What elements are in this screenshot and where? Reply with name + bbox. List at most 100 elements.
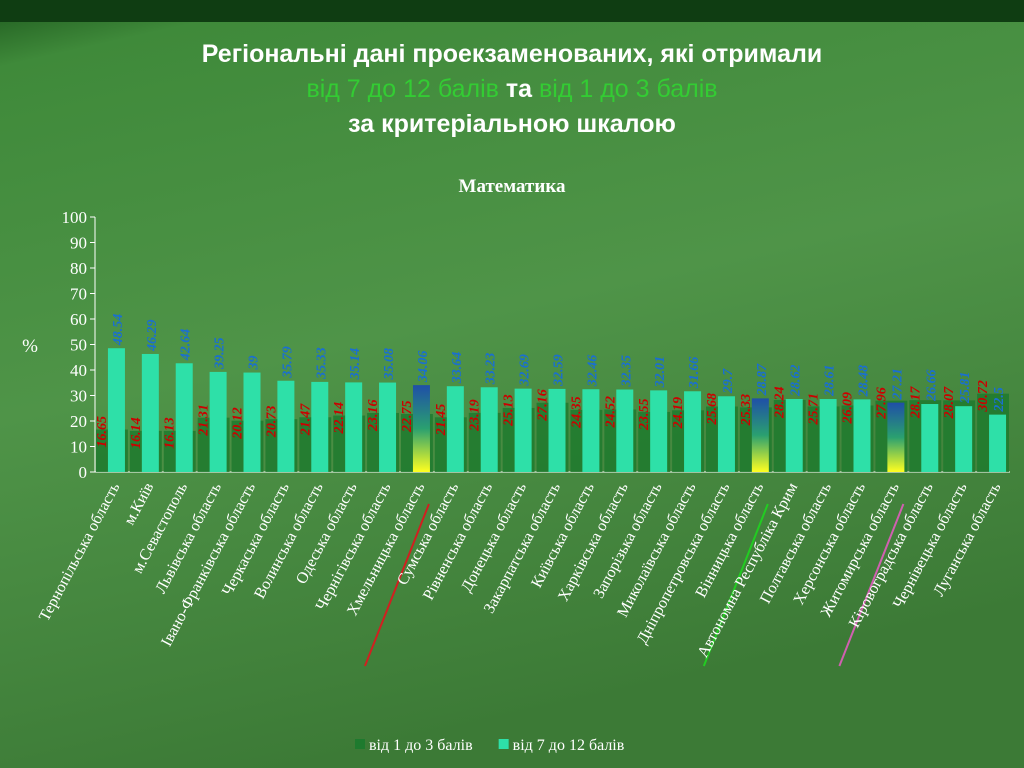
data-label: 32.46 xyxy=(585,355,600,388)
y-tick-label: 90 xyxy=(70,234,87,253)
bar xyxy=(175,363,193,472)
bar xyxy=(243,372,261,472)
y-tick-label: 50 xyxy=(70,336,87,355)
title-part: від 7 до 12 балів xyxy=(306,75,498,103)
bar xyxy=(785,399,803,472)
bar xyxy=(684,391,702,472)
y-tick-label: 100 xyxy=(62,208,88,227)
y-tick-label: 40 xyxy=(70,361,87,380)
legend-label: від 7 до 12 балів xyxy=(513,737,625,754)
y-tick-label: 30 xyxy=(70,387,87,406)
y-tick-label: 70 xyxy=(70,285,87,304)
data-label: 35.08 xyxy=(382,348,397,381)
y-tick-label: 60 xyxy=(70,310,87,329)
highlight-line xyxy=(364,503,430,667)
y-tick-label: 80 xyxy=(70,259,87,278)
data-label: 34.06 xyxy=(416,351,431,384)
bar xyxy=(209,371,227,472)
data-label: 29.7 xyxy=(721,368,736,395)
bar xyxy=(412,385,430,472)
data-label: 22.5 xyxy=(992,387,1007,413)
data-label: 48.54 xyxy=(111,314,126,347)
data-label: 21.31 xyxy=(197,404,212,437)
data-label: 42.64 xyxy=(179,329,194,362)
data-label: 31.66 xyxy=(687,357,702,390)
data-label: 27.21 xyxy=(890,368,905,401)
data-label: 30.72 xyxy=(976,380,991,413)
data-label: 16.65 xyxy=(95,416,110,448)
data-label: 28.07 xyxy=(942,386,957,420)
legend-swatch xyxy=(498,739,509,749)
data-label: 25.33 xyxy=(739,394,754,427)
data-label: 25.13 xyxy=(502,394,517,427)
bar xyxy=(616,389,634,472)
bar xyxy=(582,389,600,472)
bar xyxy=(717,396,735,472)
bar xyxy=(955,406,973,472)
data-label: 25.81 xyxy=(958,372,973,405)
data-label: 25.68 xyxy=(705,393,720,426)
data-label: 16.14 xyxy=(129,417,144,449)
data-label: 26.66 xyxy=(924,370,939,403)
bar xyxy=(277,380,295,472)
bar xyxy=(548,388,566,472)
bar xyxy=(107,348,125,472)
data-label: 32.01 xyxy=(653,356,668,389)
data-label: 26.09 xyxy=(841,392,856,425)
data-label: 39 xyxy=(247,356,262,371)
data-label: 23.19 xyxy=(468,399,483,432)
data-label: 32.69 xyxy=(518,354,533,387)
data-label: 28.48 xyxy=(857,365,872,398)
data-label: 20.12 xyxy=(231,407,246,440)
title-line: за критеріальною шкалою xyxy=(348,110,676,138)
bar xyxy=(887,402,905,472)
data-label: 24.35 xyxy=(569,396,584,429)
data-label: 23.55 xyxy=(637,398,652,431)
data-label: 35.79 xyxy=(280,346,295,379)
data-label: 28.61 xyxy=(823,365,838,398)
data-label: 46.29 xyxy=(145,319,160,352)
data-label: 27.96 xyxy=(874,387,889,420)
bar xyxy=(751,398,769,472)
data-label: 32.59 xyxy=(552,354,567,387)
data-label: 32.35 xyxy=(619,355,634,388)
bar xyxy=(819,399,837,472)
data-label: 16.13 xyxy=(163,417,178,449)
data-label: 22.14 xyxy=(332,402,347,435)
highlight-line xyxy=(702,503,769,667)
data-label: 21.47 xyxy=(298,403,313,437)
y-axis-label: % xyxy=(22,336,38,357)
title-part: та xyxy=(506,75,533,103)
bar xyxy=(345,382,363,472)
data-label: 33.64 xyxy=(450,352,465,385)
bar xyxy=(141,353,159,472)
data-label: 24.19 xyxy=(671,397,686,430)
legend-swatch xyxy=(355,739,365,749)
highlight-line xyxy=(838,503,905,667)
data-label: 27.16 xyxy=(536,389,551,422)
bar xyxy=(480,387,498,472)
data-label: 28.24 xyxy=(773,386,788,419)
title-line: Регіональні дані проекзаменованих, які о… xyxy=(202,40,822,68)
title-part: від 1 до 3 балів xyxy=(539,75,718,103)
data-label: 28.62 xyxy=(789,365,804,398)
legend-label: від 1 до 3 балів xyxy=(369,737,473,754)
top-band xyxy=(0,0,1024,22)
data-label: 35.33 xyxy=(314,347,329,380)
bar xyxy=(446,386,464,472)
bar xyxy=(989,414,1007,472)
y-tick-label: 0 xyxy=(79,463,88,482)
title-line: від 7 до 12 балів та від 1 до 3 балів xyxy=(306,75,717,103)
data-label: 24.52 xyxy=(603,396,618,429)
data-label: 28.17 xyxy=(908,386,923,420)
data-label: 33.23 xyxy=(484,353,499,386)
bar xyxy=(379,382,397,472)
bar xyxy=(921,404,939,472)
data-label: 28.87 xyxy=(755,363,770,397)
data-label: 21.45 xyxy=(434,404,449,437)
bar xyxy=(853,399,871,472)
data-label: 39.25 xyxy=(213,337,228,370)
